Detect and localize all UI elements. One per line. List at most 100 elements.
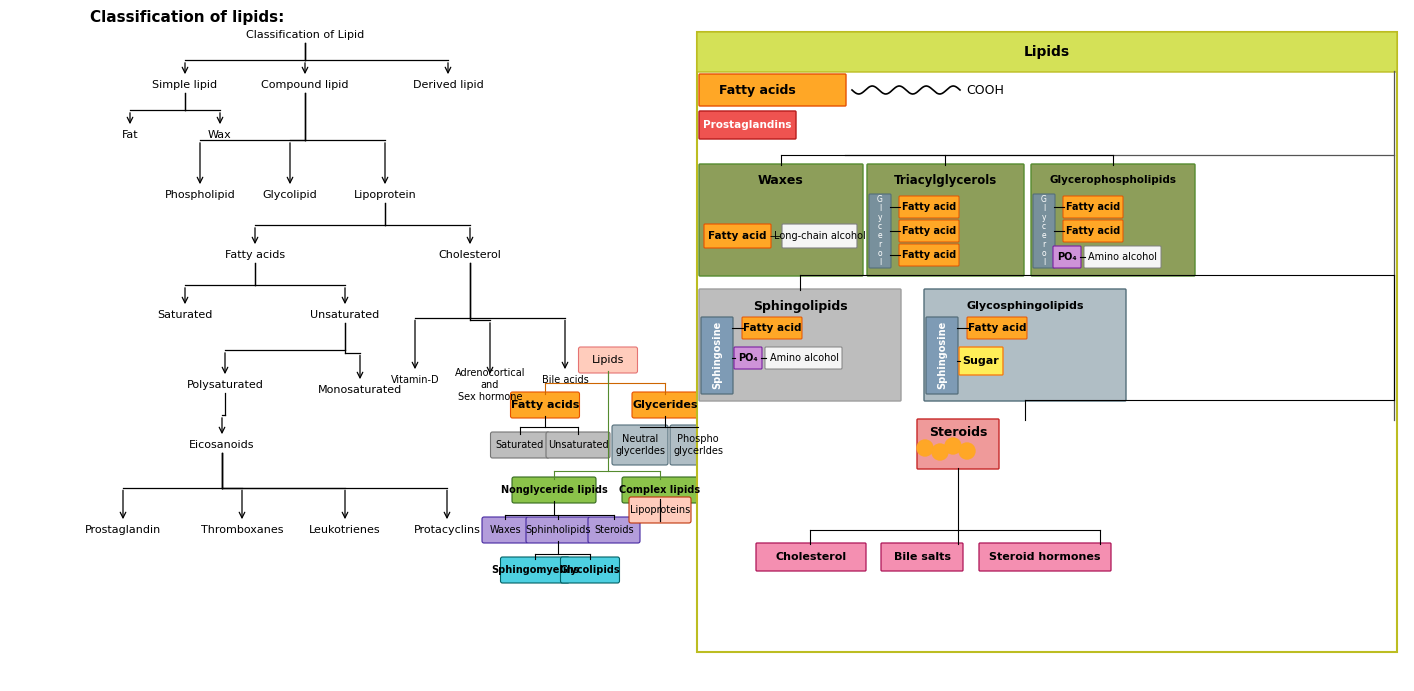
FancyBboxPatch shape — [756, 543, 865, 571]
FancyBboxPatch shape — [867, 164, 1024, 276]
FancyBboxPatch shape — [1053, 246, 1080, 268]
Text: Fat: Fat — [122, 130, 139, 140]
Text: Saturated: Saturated — [496, 440, 544, 450]
Text: PO₄: PO₄ — [738, 353, 758, 363]
FancyBboxPatch shape — [704, 224, 771, 248]
FancyBboxPatch shape — [482, 517, 527, 543]
Text: Fatty acid: Fatty acid — [742, 323, 802, 333]
Text: Sphingolipids: Sphingolipids — [752, 299, 847, 312]
Text: Lipoprotein: Lipoprotein — [354, 190, 416, 200]
Text: Adrenocortical
and
Sex hormone: Adrenocortical and Sex hormone — [455, 368, 525, 401]
FancyBboxPatch shape — [699, 164, 863, 276]
FancyBboxPatch shape — [629, 497, 691, 523]
Text: Fatty acids: Fatty acids — [510, 400, 580, 410]
FancyBboxPatch shape — [782, 224, 857, 248]
Text: Nonglyceride lipids: Nonglyceride lipids — [501, 485, 608, 495]
Text: Lipids: Lipids — [592, 355, 624, 365]
Text: Fatty acid: Fatty acid — [708, 231, 766, 241]
FancyBboxPatch shape — [899, 244, 959, 266]
Text: Glycerophospholipids: Glycerophospholipids — [1049, 175, 1176, 185]
Text: Fatty acid: Fatty acid — [967, 323, 1027, 333]
FancyBboxPatch shape — [697, 32, 1397, 72]
Text: Fatty acid: Fatty acid — [902, 226, 956, 236]
Text: Unsaturated: Unsaturated — [311, 310, 379, 320]
Text: Sphinholipids: Sphinholipids — [525, 525, 591, 535]
FancyBboxPatch shape — [699, 289, 901, 401]
Text: Classification of lipids:: Classification of lipids: — [90, 10, 284, 25]
Text: Steroids: Steroids — [929, 426, 987, 439]
Text: Complex lipids: Complex lipids — [619, 485, 700, 495]
FancyBboxPatch shape — [899, 196, 959, 218]
Text: PO₄: PO₄ — [1058, 252, 1077, 262]
FancyBboxPatch shape — [701, 317, 732, 394]
FancyBboxPatch shape — [918, 419, 1000, 469]
FancyBboxPatch shape — [560, 557, 619, 583]
Text: Fatty acids: Fatty acids — [225, 250, 286, 260]
Bar — [697, 32, 1397, 652]
FancyBboxPatch shape — [510, 392, 580, 418]
Text: Amino alcohol: Amino alcohol — [1087, 252, 1157, 262]
Text: Prostaglandin: Prostaglandin — [85, 525, 161, 535]
FancyBboxPatch shape — [923, 289, 1126, 401]
Text: Simple lipid: Simple lipid — [153, 80, 218, 90]
Text: Glycolipid: Glycolipid — [263, 190, 317, 200]
Text: —: — — [769, 231, 781, 241]
Text: Vitamin-D: Vitamin-D — [390, 375, 440, 385]
Text: Leukotrienes: Leukotrienes — [310, 525, 380, 535]
Text: Bile salts: Bile salts — [894, 552, 950, 562]
Text: Lipids: Lipids — [1024, 45, 1070, 59]
Text: Compound lipid: Compound lipid — [262, 80, 349, 90]
FancyBboxPatch shape — [870, 194, 891, 268]
Text: Fatty acids: Fatty acids — [718, 84, 795, 97]
Text: Waxes: Waxes — [758, 173, 805, 187]
Text: Fatty acid: Fatty acid — [902, 250, 956, 260]
FancyBboxPatch shape — [765, 347, 841, 369]
Circle shape — [918, 440, 933, 456]
FancyBboxPatch shape — [612, 425, 667, 465]
Text: Protacyclins: Protacyclins — [413, 525, 481, 535]
FancyBboxPatch shape — [1031, 164, 1195, 276]
FancyBboxPatch shape — [1034, 194, 1055, 268]
FancyBboxPatch shape — [1085, 246, 1161, 268]
Text: Amino alcohol: Amino alcohol — [769, 353, 839, 363]
Text: Waxes: Waxes — [489, 525, 520, 535]
Circle shape — [959, 443, 976, 459]
FancyBboxPatch shape — [1063, 220, 1123, 242]
Text: Glycerides: Glycerides — [632, 400, 697, 410]
Text: Sphingosine: Sphingosine — [713, 321, 723, 389]
Text: Long-chain alcohol: Long-chain alcohol — [773, 231, 865, 241]
Text: Monosaturated: Monosaturated — [318, 385, 402, 395]
FancyBboxPatch shape — [699, 74, 846, 106]
Text: G
l
y
c
e
r
o
l: G l y c e r o l — [1041, 195, 1046, 267]
FancyBboxPatch shape — [959, 347, 1003, 375]
Text: Thromboxanes: Thromboxanes — [201, 525, 283, 535]
Text: Saturated: Saturated — [157, 310, 212, 320]
Text: Fatty acid: Fatty acid — [1066, 226, 1120, 236]
FancyBboxPatch shape — [588, 517, 641, 543]
FancyBboxPatch shape — [632, 392, 699, 418]
Text: Eicosanoids: Eicosanoids — [189, 440, 255, 450]
FancyBboxPatch shape — [926, 317, 959, 394]
FancyBboxPatch shape — [734, 347, 762, 369]
Text: COOH: COOH — [966, 84, 1004, 97]
FancyBboxPatch shape — [501, 557, 570, 583]
Text: Lipoproteins: Lipoproteins — [629, 505, 690, 515]
FancyBboxPatch shape — [526, 517, 590, 543]
Text: Classification of Lipid: Classification of Lipid — [246, 30, 365, 40]
Circle shape — [932, 444, 947, 460]
Text: Steroid hormones: Steroid hormones — [990, 552, 1100, 562]
FancyBboxPatch shape — [742, 317, 802, 339]
Text: Sugar: Sugar — [963, 356, 1000, 366]
Text: Polysaturated: Polysaturated — [187, 380, 263, 390]
FancyBboxPatch shape — [699, 111, 796, 139]
FancyBboxPatch shape — [491, 432, 550, 458]
Text: Sphingomyelins: Sphingomyelins — [491, 565, 580, 575]
Text: Bile acids: Bile acids — [542, 375, 588, 385]
Text: G
l
y
c
e
r
o
l: G l y c e r o l — [877, 195, 882, 267]
Text: Wax: Wax — [208, 130, 232, 140]
FancyBboxPatch shape — [578, 347, 638, 373]
FancyBboxPatch shape — [546, 432, 609, 458]
Circle shape — [945, 438, 962, 454]
Text: Unsaturated: Unsaturated — [547, 440, 608, 450]
Text: Triacylglycerols: Triacylglycerols — [894, 173, 997, 187]
